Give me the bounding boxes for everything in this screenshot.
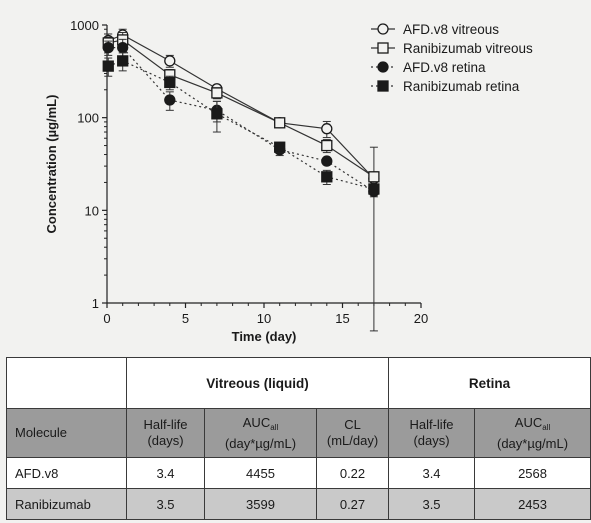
data-point [321, 139, 333, 152]
group-header-vitreous: Vitreous (liquid) [125, 357, 390, 409]
data-point [102, 60, 114, 72]
col-header-main: AUC [514, 414, 543, 430]
table-cell: 3.4 [388, 457, 476, 489]
data-point [321, 171, 333, 183]
y-tick-label: 10 [85, 203, 99, 218]
data-point [274, 141, 286, 153]
col-header-molecule-label: Molecule [15, 425, 68, 440]
table-cell: 3.5 [126, 488, 205, 520]
legend-label: Ranibizumab vitreous [403, 41, 533, 56]
data-point [164, 55, 176, 67]
table-cell-molecule: AFD.v8 [6, 457, 127, 489]
col-header-unit: (day*µg/mL) [224, 435, 297, 451]
table-cell: 3.4 [126, 457, 205, 489]
col-header-unit: (mL/day) [326, 433, 379, 448]
y-tick-label: 1 [92, 296, 99, 311]
col-header-vitreous-cl: CL (mL/day) [315, 408, 390, 458]
legend-marker [377, 61, 389, 73]
x-tick-label: 0 [103, 311, 110, 326]
col-header-main: Half-life [409, 417, 454, 432]
data-point [368, 171, 380, 183]
col-header-subscript: all [542, 422, 551, 432]
table-cell-molecule: Ranibizumab [6, 488, 127, 520]
group-header-blank [6, 357, 127, 409]
col-header-main: Half-life [143, 417, 188, 432]
x-tick-label: 15 [335, 311, 349, 326]
pk-chart: 0 5 10 15 20 1 10 100 1000 Time (day) Concentratio… [44, 18, 533, 344]
table-cell: 0.22 [315, 457, 390, 489]
col-header-molecule: Molecule [6, 408, 127, 458]
series-line-1 [108, 39, 375, 178]
data-point [368, 183, 380, 195]
data-point [211, 87, 223, 99]
data-point [164, 94, 176, 106]
table-cell: 2568 [474, 457, 591, 489]
col-header-unit: (days) [413, 433, 450, 448]
table-cell: 3599 [204, 488, 317, 520]
col-header-unit: (day*µg/mL) [496, 435, 569, 451]
x-tick-label: 20 [414, 311, 428, 326]
table-cell: 0.27 [315, 488, 390, 520]
table-cell: 4455 [204, 457, 317, 489]
col-header-main: AUC [242, 414, 271, 430]
x-tick-label: 5 [182, 311, 189, 326]
x-axis-label: Time (day) [232, 329, 297, 344]
y-tick-label: 100 [77, 111, 99, 126]
table-column-header-row: Molecule Half-life (days) AUCall (day*µg… [6, 408, 591, 458]
data-point [321, 155, 333, 167]
data-point [117, 55, 129, 67]
chart-svg: 0 5 10 15 20 1 10 100 1000 Time (day) Concentratio… [44, 18, 533, 344]
series-line-0 [108, 34, 375, 180]
legend-marker [377, 80, 389, 92]
legend-marker [377, 42, 389, 54]
y-tick-label: 1000 [70, 18, 99, 33]
col-header-retina-auc: AUCall (day*µg/mL) [474, 408, 591, 458]
x-tick-label: 10 [257, 311, 271, 326]
legend-label: AFD.v8 vitreous [403, 22, 499, 37]
col-header-subscript: all [270, 422, 279, 432]
group-header-retina: Retina [388, 357, 591, 409]
data-point [274, 117, 286, 129]
table-cell: 3.5 [388, 488, 476, 520]
col-header-vitreous-auc: AUCall (day*µg/mL) [204, 408, 317, 458]
pk-parameters-table: Vitreous (liquid) Retina Molecule Half-l… [6, 357, 591, 520]
table-group-header-row: Vitreous (liquid) Retina [6, 357, 591, 409]
data-point [117, 41, 129, 54]
legend-label: AFD.v8 retina [403, 60, 486, 75]
col-header-retina-half-life: Half-life (days) [388, 408, 476, 458]
y-axis-label: Concentration (µg/mL) [44, 95, 59, 234]
legend-label: Ranibizumab retina [403, 79, 520, 94]
data-point [102, 41, 114, 54]
col-header-unit: (days) [147, 433, 184, 448]
col-header-vitreous-half-life: Half-life (days) [126, 408, 205, 458]
data-point [164, 76, 176, 89]
data-point [211, 108, 223, 120]
table-cell: 2453 [474, 488, 591, 520]
series-line-2 [108, 47, 375, 192]
data-point [321, 123, 333, 135]
col-header-main: CL [344, 417, 361, 432]
legend-marker [377, 23, 389, 35]
table-row: Ranibizumab 3.5 3599 0.27 3.5 2453 [6, 488, 591, 520]
table-row: AFD.v8 3.4 4455 0.22 3.4 2568 [6, 457, 591, 489]
